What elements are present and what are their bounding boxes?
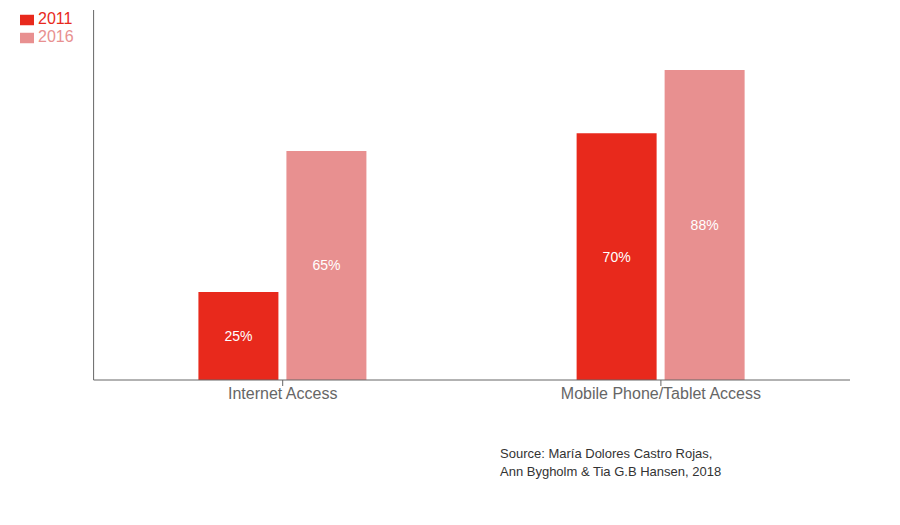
svg-text:65%: 65%	[312, 257, 340, 273]
svg-text:88%: 88%	[691, 217, 719, 233]
html-text:Ann Bygholm & Tia G.B Hansen,: Ann Bygholm & Tia G.B Hansen, 2018	[500, 464, 722, 479]
html-text:2011: 2011	[38, 10, 73, 27]
svg-text:70%: 70%	[603, 249, 631, 265]
svg-text:25%: 25%	[224, 328, 252, 344]
html-text:Source: María Dolores Castro R: Source: María Dolores Castro Rojas,	[500, 446, 713, 461]
svg-text:Mobile Phone/Tablet Access: Mobile Phone/Tablet Access	[561, 385, 761, 402]
html-text:2016: 2016	[38, 28, 74, 45]
svg-text:Internet Access: Internet Access	[228, 385, 337, 402]
